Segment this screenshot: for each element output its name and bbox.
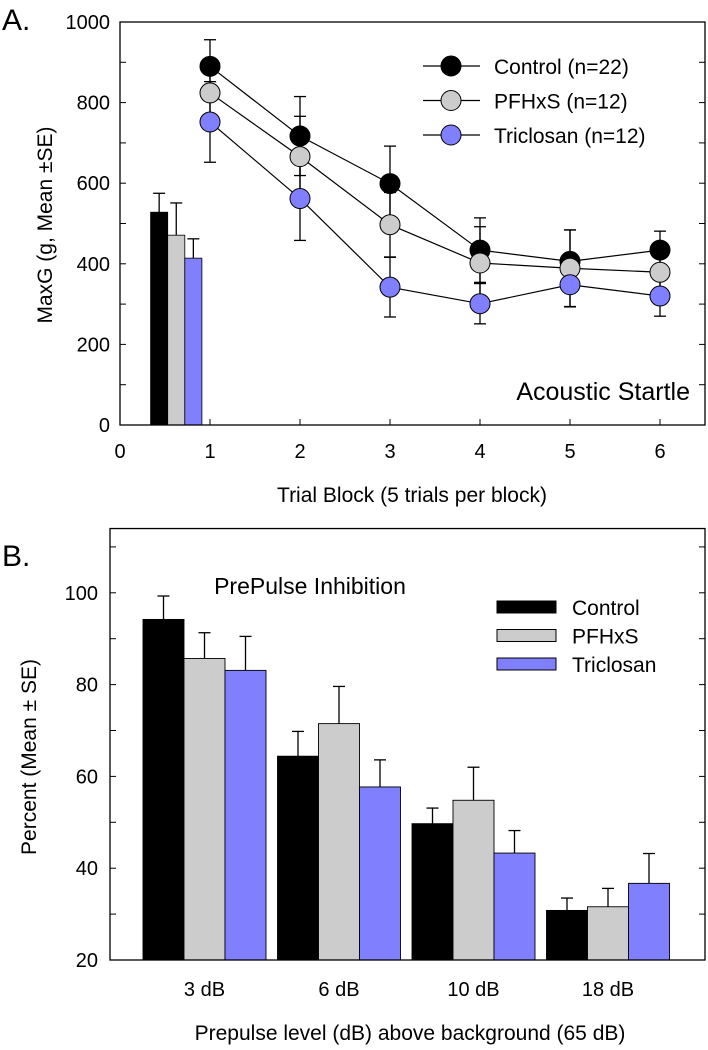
data-point-triclosan xyxy=(469,293,491,315)
y-tick-label: 80 xyxy=(76,675,98,697)
y-tick-label: 200 xyxy=(77,334,110,356)
series-line-control xyxy=(209,65,661,262)
bar-pfhxs xyxy=(318,723,360,961)
legend-marker-control xyxy=(440,55,462,77)
data-point-control xyxy=(289,125,311,147)
baseline-bar-control xyxy=(150,211,169,426)
bar-control xyxy=(411,823,454,961)
x-tick-label: 3 xyxy=(384,441,395,463)
bar-triclosan xyxy=(224,669,267,961)
bar-triclosan xyxy=(493,852,536,961)
plot-frame xyxy=(109,527,706,961)
panel-a-ylabel: MaxG (g, Mean ±SE) xyxy=(34,126,57,323)
panel-b-title: PrePulse Inhibition xyxy=(214,573,406,599)
x-tick-label: 6 dB xyxy=(318,979,359,1001)
bar-triclosan xyxy=(359,786,401,961)
x-tick-label: 6 xyxy=(654,441,665,463)
x-tick-label: 1 xyxy=(204,441,215,463)
legend-label: Triclosan xyxy=(572,654,656,677)
data-point-pfhxs xyxy=(379,214,401,236)
series-line-pfhxs xyxy=(209,92,661,273)
data-point-pfhxs xyxy=(649,261,671,283)
plot-frame xyxy=(119,21,706,426)
panel-a-label: A. xyxy=(2,4,30,37)
data-point-control xyxy=(199,55,221,77)
bar-control xyxy=(546,909,588,961)
series-line-triclosan xyxy=(209,121,661,305)
x-tick-label: 2 xyxy=(294,441,305,463)
bar-pfhxs xyxy=(183,657,226,961)
y-tick-label: 60 xyxy=(76,766,98,788)
data-point-pfhxs xyxy=(289,146,311,168)
y-tick-label: 100 xyxy=(65,583,98,605)
panel-a-title: Acoustic Startle xyxy=(516,378,690,406)
legend-label: Control (n=22) xyxy=(494,56,629,79)
data-point-triclosan xyxy=(649,285,671,307)
data-point-triclosan xyxy=(199,111,221,133)
data-point-triclosan xyxy=(289,188,311,210)
y-tick-label: 20 xyxy=(76,950,98,972)
y-tick-label: 40 xyxy=(76,858,98,880)
y-tick-label: 0 xyxy=(99,415,110,437)
data-point-pfhxs xyxy=(469,252,491,274)
legend-swatch-pfhxs xyxy=(496,629,557,642)
panel-b-label: B. xyxy=(2,540,30,573)
x-tick-label: 0 xyxy=(114,441,125,463)
data-point-pfhxs xyxy=(199,82,221,104)
y-tick-label: 1000 xyxy=(66,12,111,34)
x-tick-label: 5 xyxy=(564,441,575,463)
legend-marker-pfhxs xyxy=(440,90,462,111)
panel-b-ylabel: Percent (Mean ± SE) xyxy=(18,659,41,855)
bar-triclosan xyxy=(628,882,670,961)
legend-label: Control xyxy=(572,597,640,620)
x-tick-label: 4 xyxy=(474,441,485,463)
legend-swatch-control xyxy=(496,600,557,614)
y-tick-label: 800 xyxy=(77,93,110,115)
bar-pfhxs xyxy=(587,906,629,961)
data-point-triclosan xyxy=(379,276,401,298)
bar-control xyxy=(142,618,185,961)
legend-marker-triclosan xyxy=(440,124,462,146)
x-tick-label: 10 dB xyxy=(447,979,499,1001)
bar-control xyxy=(277,755,319,961)
panel-a-xlabel: Trial Block (5 trials per block) xyxy=(277,484,547,507)
legend-label: PFHxS (n=12) xyxy=(494,91,628,114)
data-point-control xyxy=(379,173,401,195)
data-point-control xyxy=(649,239,671,261)
data-point-triclosan xyxy=(559,274,581,296)
y-tick-label: 600 xyxy=(77,173,110,195)
y-tick-label: 400 xyxy=(77,254,110,276)
legend-label: PFHxS xyxy=(572,626,639,649)
x-tick-label: 3 dB xyxy=(184,979,225,1001)
panel-b-xlabel: Prepulse level (dB) above background (65… xyxy=(195,1022,626,1045)
legend-swatch-triclosan xyxy=(496,657,557,671)
x-tick-label: 18 dB xyxy=(582,979,634,1001)
bar-pfhxs xyxy=(452,799,495,961)
baseline-bar-triclosan xyxy=(184,257,203,426)
legend-label: Triclosan (n=12) xyxy=(494,125,646,148)
baseline-bar-pfhxs xyxy=(167,234,186,426)
